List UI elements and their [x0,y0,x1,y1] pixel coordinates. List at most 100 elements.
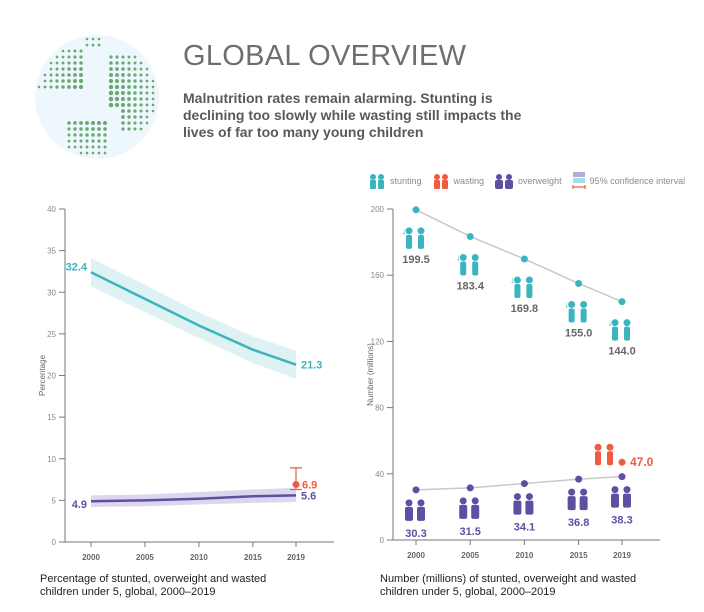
globe-dot [49,85,53,89]
globe-dot [115,73,119,77]
x-tick-label: 2019 [613,551,631,560]
globe-dot [67,133,71,137]
x-tick-label: 2019 [287,553,305,562]
globe-dot [97,145,101,149]
globe-dot [121,109,125,113]
globe-dot [85,133,89,137]
globe-dot [73,127,77,131]
globe-dot [97,37,101,41]
globe-dot [43,79,47,83]
globe-dot [67,121,71,125]
globe-dot [55,61,59,65]
wasting-point [618,458,626,466]
globe-dot [43,85,47,89]
globe-dot [73,121,77,125]
overweight-children-icon [611,486,631,508]
globe-dot [108,84,114,90]
globe-dot [73,145,77,149]
page-subtitle: Malnutrition rates remain alarming. Stun… [183,90,522,140]
globe-dot [145,67,149,71]
overweight-value-label: 34.1 [514,522,535,534]
globe-dot [133,109,137,113]
globe-dot [139,109,143,113]
globe-illustration [35,35,159,159]
globe-dot [67,55,71,59]
globe-dot [133,85,137,89]
globe-dot [139,103,143,107]
globe-dot [145,115,149,119]
globe-dot [79,67,83,71]
globe-dot [55,55,59,59]
legend-label-overweight: overweight [518,176,562,186]
globe-dot [109,61,113,65]
down-arrow-icon: ↓ [510,275,514,285]
globe-dot [121,115,125,119]
globe-dot [73,49,77,53]
globe-dot [37,85,41,89]
stunting-children-icon [370,174,384,189]
globe-dot [61,49,65,53]
down-arrow-icon: ↓ [564,299,569,309]
globe-dot [103,121,107,125]
globe-dot [67,139,71,143]
globe-dot [139,67,143,71]
y-tick-label: 200 [371,205,385,214]
globe-dot [85,145,89,149]
globe-dot [120,90,126,96]
globe-dot [55,85,59,89]
globe-dot [73,133,77,137]
stunting-line [90,271,297,366]
globe-dot [127,109,131,113]
globe-dot [139,91,143,95]
globe-dot [115,61,119,65]
globe-dot [114,84,120,90]
globe-dot [127,127,131,131]
globe-dot [145,109,149,113]
globe-dot [67,49,71,53]
overweight-value-label: 31.5 [459,526,480,538]
y-axis-label: Number (millions) [366,343,375,406]
globe-dot [108,78,114,84]
globe-dot [133,79,137,83]
globe-dot [67,73,71,77]
y-tick-label: 160 [371,271,385,280]
globe-dot [109,55,113,59]
globe-dot [55,79,59,83]
confidence-interval-swatch [571,172,586,189]
globe-dot [97,139,101,143]
y-tick-label: 120 [371,337,385,346]
legend-label-ci: 95% confidence interval [589,176,686,186]
stunting-ci-band [91,258,296,379]
globe-dot [72,84,78,90]
globe-dot [91,127,95,131]
globe-dot [91,145,95,149]
globe-dot [85,43,89,47]
y-tick-label: 10 [47,455,56,464]
y-tick-label: 40 [375,470,384,479]
globe-dot [97,151,101,155]
globe-dot [79,151,83,155]
globe-dot [121,79,125,83]
legend-label-wasting: wasting [453,176,485,186]
chart2-caption: Number (millions) of stunted, overweight… [380,573,637,598]
y-axis-label: Percentage [38,354,47,395]
globe-dot [151,97,155,101]
globe-dot [120,96,126,102]
globe-dot [79,61,83,65]
globe-dot [73,55,77,59]
overweight-point [412,486,420,494]
globe-dot [108,90,114,96]
stunting-value-label: 144.0 [608,346,636,358]
globe-dot [151,103,155,107]
stunting-value-label: 199.5 [402,254,430,266]
globe-sphere [35,35,159,159]
globe-dot [139,85,143,89]
globe-dot [127,97,131,101]
globe-dot [91,37,95,41]
globe-dot [133,121,137,125]
x-tick-label: 2015 [570,551,588,560]
y-tick-label: 25 [47,330,56,339]
overweight-point [520,480,528,488]
overweight-end-label: 5.6 [301,490,316,502]
globe-dot [121,67,125,71]
